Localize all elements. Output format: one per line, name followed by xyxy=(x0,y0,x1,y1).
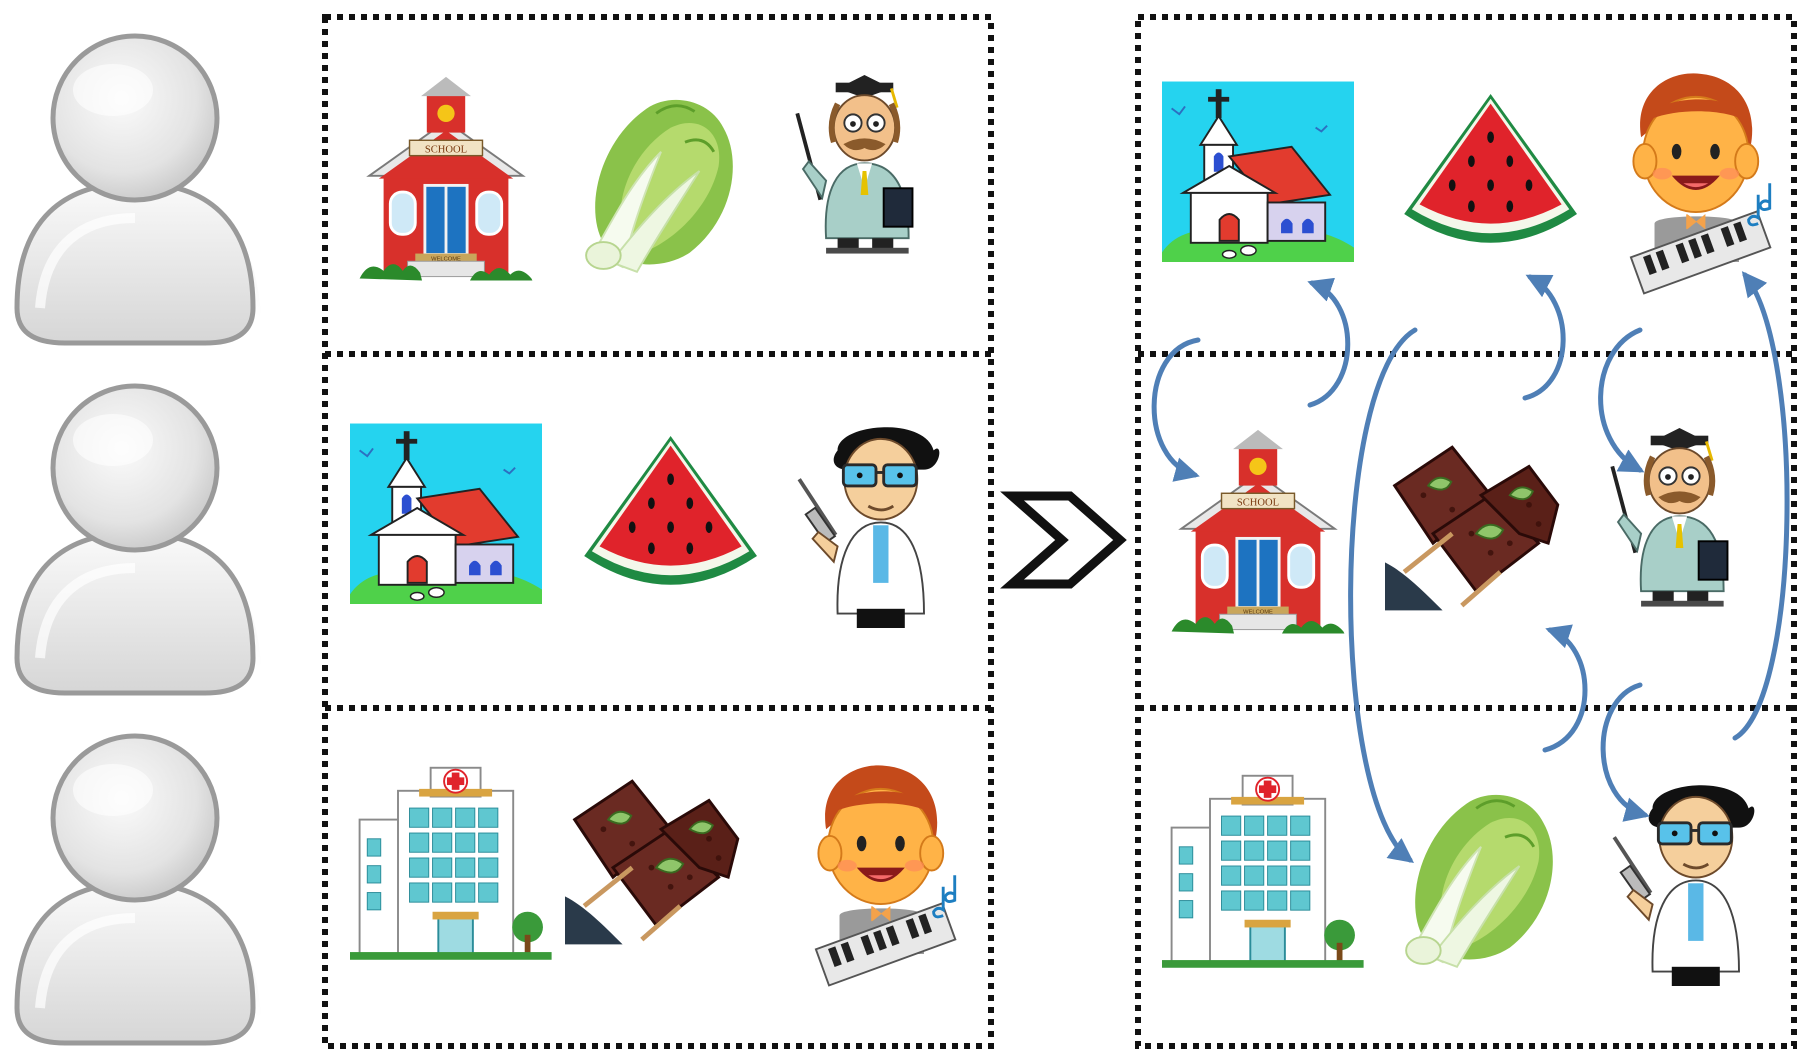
swap-arrow-doctor xyxy=(1600,682,1650,822)
hospital-icon xyxy=(349,766,553,961)
cabbage-icon xyxy=(1404,793,1555,969)
swap-arrow-musician xyxy=(1732,271,1790,741)
swap-arrow-cabbage xyxy=(1348,327,1418,864)
professor-icon xyxy=(1612,428,1727,607)
swap-arrow-school xyxy=(1151,337,1201,482)
swap-arrow-watermelon xyxy=(1522,274,1566,401)
user-avatar-icon xyxy=(17,36,261,343)
swap-arrow-church xyxy=(1307,277,1351,408)
grilled-meat-icon xyxy=(1385,428,1558,610)
professor-icon xyxy=(797,75,912,254)
watermelon-icon xyxy=(1404,94,1577,243)
swap-arrow-meat xyxy=(1542,624,1588,753)
grilled-meat-icon xyxy=(565,762,738,944)
watermelon-icon xyxy=(584,436,757,585)
swap-arrows xyxy=(1151,271,1790,864)
after-frame xyxy=(1135,14,1797,1049)
church-icon xyxy=(349,422,543,605)
hospital-icon xyxy=(1161,774,1365,969)
swap-arrow-professor xyxy=(1598,327,1645,473)
before-panel xyxy=(322,14,994,1049)
user-avatar-icon xyxy=(17,386,261,693)
after-panel xyxy=(1135,14,1797,1049)
musician-icon xyxy=(814,763,957,987)
doctor-icon xyxy=(1612,783,1757,988)
church-icon xyxy=(1161,80,1355,263)
school-icon xyxy=(1170,428,1346,635)
before-frame xyxy=(322,14,994,1049)
cabbage-icon xyxy=(584,98,735,274)
doctor-icon xyxy=(797,425,942,630)
school-icon xyxy=(358,75,534,282)
user-avatar-icon xyxy=(17,736,261,1043)
musician-icon xyxy=(1629,71,1772,295)
chevron-right-icon xyxy=(1000,491,1127,589)
